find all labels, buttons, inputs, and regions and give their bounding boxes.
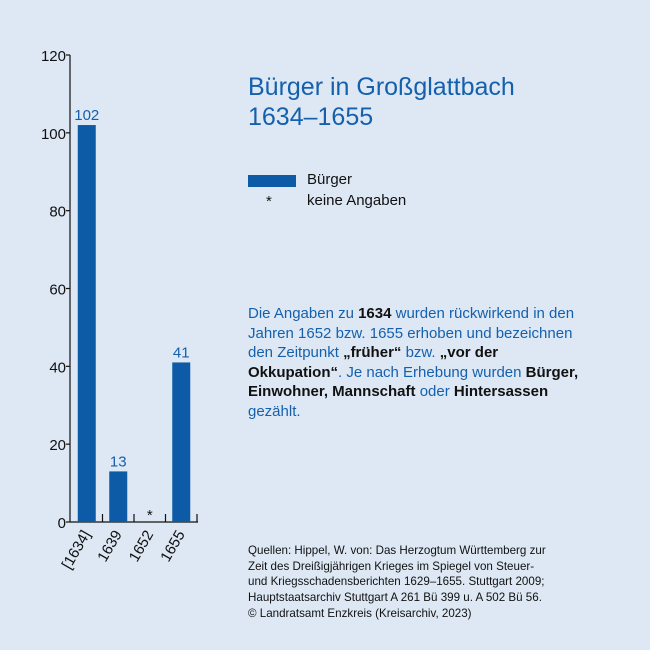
legend-swatch — [248, 175, 296, 187]
y-tick-label: 80 — [49, 204, 66, 221]
title-line-2: 1634–1655 — [248, 103, 374, 131]
sources-line: und Kriegsschadensberichten 1629–1655. S… — [248, 575, 545, 589]
sources-line: © Landratsamt Enzkreis (Kreisarchiv, 202… — [248, 606, 472, 620]
x-tick-label: 1639 — [94, 528, 125, 565]
data-label: 13 — [110, 453, 127, 470]
note-bold: Hintersassen — [453, 383, 549, 401]
legend-label-no-data: keine Angaben — [307, 192, 407, 209]
x-tick-label: [1634] — [59, 528, 95, 573]
no-data-marker: * — [147, 507, 153, 524]
data-label: 41 — [173, 344, 190, 361]
asterisk-icon: * — [266, 193, 272, 210]
note-text: gezählt. — [248, 402, 301, 420]
y-tick-label: 40 — [49, 359, 66, 376]
bar — [77, 125, 96, 523]
y-tick-label: 120 — [41, 48, 66, 65]
data-label: 102 — [74, 107, 99, 124]
note-text: wurden rückwirkend in den Jahren 1652 bz… — [248, 305, 575, 362]
legend-label-buerger: Bürger — [307, 171, 353, 188]
note-text: Die Angaben zu — [248, 305, 359, 322]
bar — [172, 362, 191, 522]
note-bold: „früher“ — [343, 344, 402, 362]
y-tick-label: 20 — [49, 437, 66, 454]
sources: Quellen: Hippel, W. von: Das Herzogtum W… — [248, 543, 593, 622]
explanatory-note: Die Angaben zu 1634 wurden rückwirkend i… — [248, 304, 593, 422]
sources-line: Quellen: Hippel, W. von: Das Herzogtum W… — [248, 544, 546, 557]
note-bold: „vor der Okkupation“ — [248, 344, 499, 381]
note-bold: 1634 — [358, 305, 392, 322]
note-bold: Bürger, Einwohner, Mannschaft — [248, 363, 579, 401]
x-tick-label: 1652 — [126, 528, 157, 565]
note-text: . Je nach Erhebung wurden — [338, 363, 526, 381]
sources-line: Hauptstaatsarchiv Stuttgart A 261 Bü 399… — [248, 591, 542, 605]
bar — [109, 471, 128, 522]
title-line-1: Bürger in Großglattbach — [248, 73, 515, 101]
chart-title: Bürger in Großglattbach 1634–1655 — [248, 72, 628, 132]
sources-line: Zeit des Dreißigjährigen Krieges im Spie… — [248, 559, 535, 573]
y-tick-label: 0 — [58, 515, 66, 532]
note-text: bzw. — [401, 344, 440, 362]
note-text: oder — [415, 383, 454, 401]
y-tick-label: 60 — [49, 282, 66, 299]
x-tick-label: 1655 — [157, 528, 188, 565]
y-tick-label: 100 — [41, 126, 66, 143]
